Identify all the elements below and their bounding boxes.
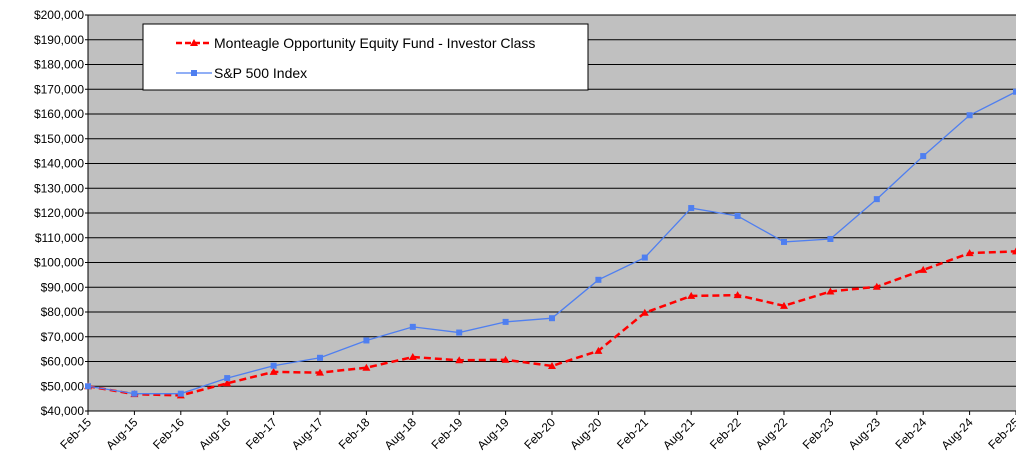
x-tick-label: Aug-20 bbox=[567, 415, 604, 452]
y-tick-label: $110,000 bbox=[35, 231, 84, 245]
legend-box bbox=[142, 23, 589, 91]
point bbox=[455, 356, 464, 364]
point bbox=[549, 315, 555, 322]
y-tick-label: $50,000 bbox=[41, 379, 85, 393]
point bbox=[269, 367, 278, 375]
point bbox=[362, 363, 371, 371]
point bbox=[641, 254, 648, 261]
x-tick-label: Aug-16 bbox=[196, 415, 233, 452]
x-tick-label: Feb-18 bbox=[336, 415, 373, 452]
point bbox=[1013, 88, 1016, 95]
point bbox=[131, 390, 138, 397]
point bbox=[920, 153, 927, 160]
y-tick-label: $120,000 bbox=[34, 206, 84, 220]
point bbox=[363, 337, 370, 344]
point bbox=[826, 287, 835, 295]
point bbox=[640, 308, 649, 316]
point bbox=[408, 353, 417, 361]
point bbox=[317, 354, 323, 361]
x-tick-label: Feb-17 bbox=[243, 415, 280, 452]
y-tick-label: $130,000 bbox=[34, 181, 84, 195]
y-tick-label: $200,000 bbox=[34, 8, 84, 22]
x-tick-label: Aug-15 bbox=[103, 415, 140, 452]
y-tick-label: $150,000 bbox=[34, 132, 84, 146]
y-tick-label: $60,000 bbox=[41, 355, 85, 369]
y-tick-label: $140,000 bbox=[34, 157, 84, 171]
y-tick-label: $40,000 bbox=[41, 404, 85, 418]
y-tick-label: $190,000 bbox=[34, 33, 84, 47]
x-tick-label: Feb-24 bbox=[893, 415, 930, 452]
x-tick-label: Feb-25 bbox=[985, 415, 1016, 452]
x-tick-label: Aug-23 bbox=[846, 415, 883, 452]
x-tick-label: Aug-24 bbox=[938, 415, 975, 452]
point bbox=[224, 375, 231, 382]
point bbox=[502, 318, 509, 325]
point bbox=[1012, 247, 1016, 255]
point bbox=[872, 282, 881, 290]
point bbox=[827, 235, 834, 242]
point bbox=[548, 361, 556, 369]
y-tick-label: $160,000 bbox=[34, 107, 84, 121]
point bbox=[687, 291, 696, 299]
x-tick-label: Aug-21 bbox=[660, 415, 697, 452]
x-tick-label: Aug-22 bbox=[753, 415, 790, 452]
y-tick-label: $90,000 bbox=[41, 280, 85, 294]
point bbox=[873, 196, 880, 203]
legend-label: Monteagle Opportunity Equity Fund - Inve… bbox=[214, 35, 535, 51]
x-tick-label: Feb-20 bbox=[521, 415, 558, 452]
point bbox=[501, 355, 510, 363]
point bbox=[919, 265, 928, 273]
legend-marker bbox=[191, 70, 197, 76]
x-tick-label: Feb-19 bbox=[429, 415, 466, 452]
point bbox=[316, 368, 324, 376]
point bbox=[594, 346, 603, 354]
x-tick-label: Aug-19 bbox=[474, 415, 511, 452]
point bbox=[734, 212, 741, 219]
point bbox=[223, 379, 232, 387]
y-tick-label: $170,000 bbox=[34, 82, 84, 96]
y-tick-label: $100,000 bbox=[34, 256, 84, 270]
x-tick-label: Feb-23 bbox=[800, 415, 837, 452]
point bbox=[966, 112, 973, 119]
point bbox=[177, 390, 184, 397]
x-tick-label: Aug-17 bbox=[289, 415, 326, 452]
x-tick-label: Feb-16 bbox=[150, 415, 187, 452]
point bbox=[780, 301, 788, 309]
point bbox=[456, 329, 463, 336]
x-tick-label: Feb-21 bbox=[614, 415, 651, 452]
y-tick-label: $180,000 bbox=[34, 58, 84, 72]
legend-marker bbox=[190, 39, 198, 46]
point bbox=[688, 205, 695, 212]
series-line bbox=[87, 250, 1016, 397]
x-tick-label: Feb-22 bbox=[707, 415, 744, 452]
point bbox=[85, 383, 91, 390]
x-tick-label: Aug-18 bbox=[382, 415, 419, 452]
point bbox=[270, 362, 277, 369]
legend-label: S&P 500 Index bbox=[214, 65, 307, 81]
point bbox=[595, 276, 602, 283]
x-tick-label: Feb-15 bbox=[57, 415, 94, 452]
point bbox=[733, 291, 742, 299]
point bbox=[409, 323, 416, 330]
y-tick-label: $80,000 bbox=[41, 305, 85, 319]
y-tick-label: $70,000 bbox=[41, 330, 85, 344]
point bbox=[965, 249, 974, 257]
point bbox=[781, 238, 787, 245]
